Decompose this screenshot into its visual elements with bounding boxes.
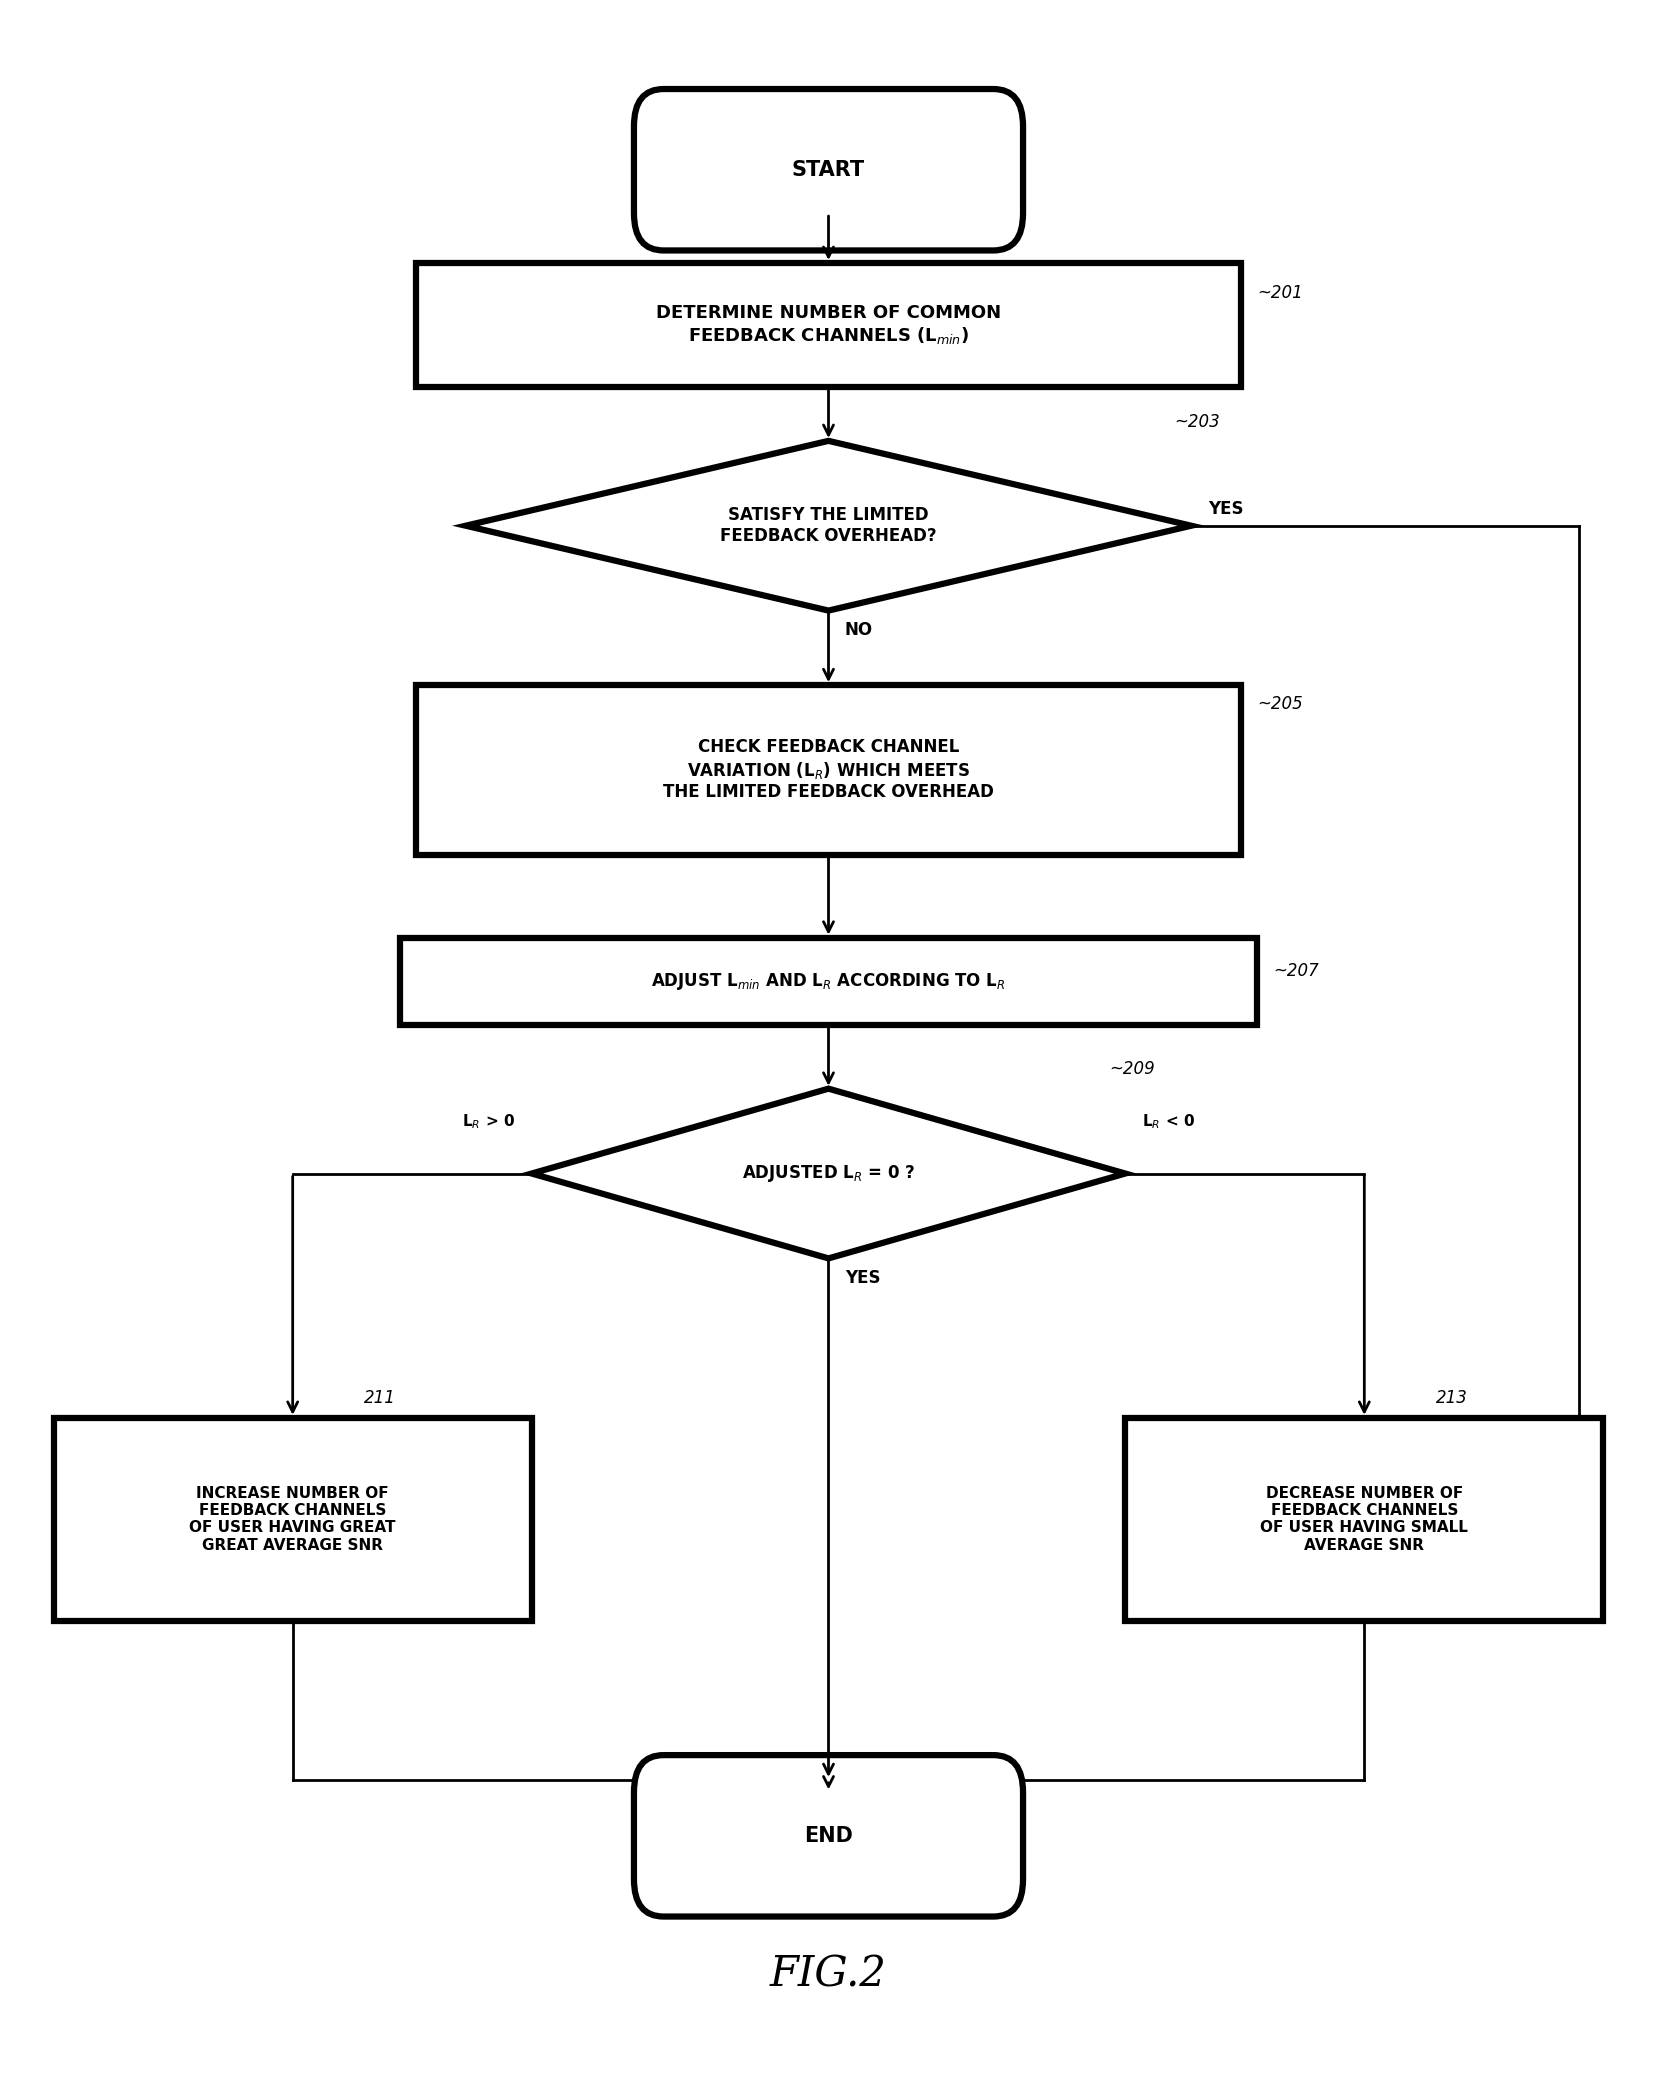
- Text: DETERMINE NUMBER OF COMMON
FEEDBACK CHANNELS (L$_{min}$): DETERMINE NUMBER OF COMMON FEEDBACK CHAN…: [656, 303, 1001, 347]
- Text: ~203: ~203: [1175, 414, 1221, 430]
- Text: ~207: ~207: [1274, 962, 1319, 979]
- Text: ADJUSTED L$_R$ = 0 ?: ADJUSTED L$_R$ = 0 ?: [742, 1164, 915, 1184]
- Text: ADJUST L$_{min}$ AND L$_R$ ACCORDING TO L$_R$: ADJUST L$_{min}$ AND L$_R$ ACCORDING TO …: [651, 970, 1006, 991]
- Bar: [1125, 1417, 1604, 1621]
- Text: INCREASE NUMBER OF
FEEDBACK CHANNELS
OF USER HAVING GREAT
GREAT AVERAGE SNR: INCREASE NUMBER OF FEEDBACK CHANNELS OF …: [189, 1486, 396, 1552]
- Text: L$_R$ > 0: L$_R$ > 0: [462, 1112, 515, 1130]
- FancyBboxPatch shape: [635, 1756, 1022, 1916]
- Text: FIG.2: FIG.2: [771, 1953, 886, 1995]
- Bar: [53, 1417, 532, 1621]
- Text: ~205: ~205: [1258, 696, 1302, 713]
- Polygon shape: [532, 1089, 1125, 1259]
- Text: CHECK FEEDBACK CHANNEL
VARIATION (L$_R$) WHICH MEETS
THE LIMITED FEEDBACK OVERHE: CHECK FEEDBACK CHANNEL VARIATION (L$_R$)…: [663, 738, 994, 802]
- Text: ~209: ~209: [1109, 1060, 1155, 1078]
- Text: L$_R$ < 0: L$_R$ < 0: [1142, 1112, 1195, 1130]
- Text: SATISFY THE LIMITED
FEEDBACK OVERHEAD?: SATISFY THE LIMITED FEEDBACK OVERHEAD?: [721, 507, 936, 544]
- Text: 211: 211: [365, 1390, 396, 1407]
- Text: DECREASE NUMBER OF
FEEDBACK CHANNELS
OF USER HAVING SMALL
AVERAGE SNR: DECREASE NUMBER OF FEEDBACK CHANNELS OF …: [1261, 1486, 1468, 1552]
- Text: YES: YES: [845, 1270, 880, 1286]
- Text: ~201: ~201: [1258, 283, 1302, 301]
- Bar: [416, 264, 1241, 387]
- Text: 213: 213: [1437, 1390, 1468, 1407]
- Bar: [399, 937, 1258, 1024]
- Text: NO: NO: [845, 621, 873, 638]
- FancyBboxPatch shape: [635, 89, 1022, 251]
- Text: YES: YES: [1208, 501, 1243, 517]
- Polygon shape: [466, 441, 1191, 611]
- Bar: [416, 686, 1241, 854]
- Text: START: START: [792, 160, 865, 179]
- Text: END: END: [804, 1827, 853, 1845]
